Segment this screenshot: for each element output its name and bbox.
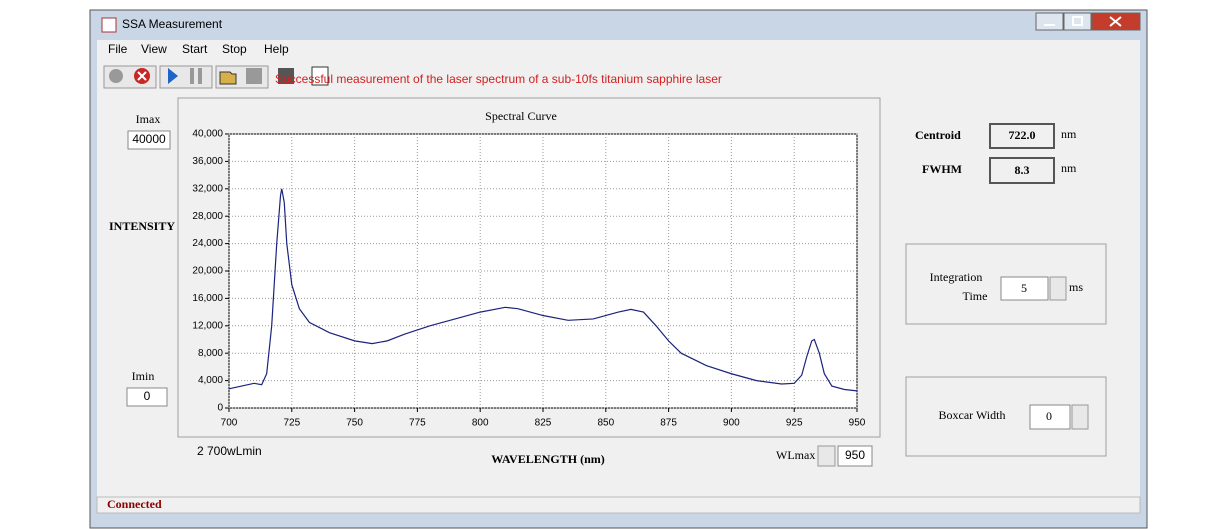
export-button[interactable] bbox=[311, 66, 329, 86]
y-tick-label: 20,000 bbox=[192, 266, 223, 277]
y-tick-label: 12,000 bbox=[192, 320, 223, 331]
y-tick-label: 32,000 bbox=[192, 183, 223, 194]
imin-label: Imin bbox=[132, 369, 155, 383]
x-tick-label: 950 bbox=[849, 418, 866, 429]
centroid-value: 722.0 bbox=[1009, 128, 1036, 142]
pause-button[interactable] bbox=[190, 68, 194, 84]
x-axis-label: WAVELENGTH (nm) bbox=[491, 452, 604, 466]
integration-label-1: Integration bbox=[930, 270, 983, 284]
centroid-box bbox=[989, 123, 1055, 149]
window-controls[interactable] bbox=[1035, 12, 1141, 31]
x-tick-label: 750 bbox=[346, 418, 363, 429]
x-tick-label: 700 bbox=[221, 418, 238, 429]
y-tick-label: 28,000 bbox=[192, 211, 223, 222]
menu-item[interactable]: View bbox=[141, 42, 167, 56]
y-tick-label: 40,000 bbox=[192, 129, 223, 140]
centroid-label: Centroid bbox=[915, 128, 961, 142]
fwhm-value: 8.3 bbox=[1015, 163, 1030, 177]
fwhm-unit: nm bbox=[1061, 161, 1077, 175]
status-text: Connected bbox=[107, 497, 162, 511]
pause-button-bar bbox=[198, 68, 202, 84]
y-tick-label: 8,000 bbox=[198, 348, 223, 359]
y-tick-label: 0 bbox=[217, 403, 223, 414]
x-tick-label: 725 bbox=[283, 418, 300, 429]
x-tick-label: 900 bbox=[723, 418, 740, 429]
boxcar-label: Boxcar Width bbox=[939, 408, 1006, 422]
x-tick-label: 775 bbox=[409, 418, 426, 429]
spectrum-line bbox=[228, 188, 858, 392]
x-tick-label: 800 bbox=[472, 418, 489, 429]
stop-icon bbox=[137, 71, 147, 81]
x-tick-label: 850 bbox=[597, 418, 614, 429]
integration-input[interactable] bbox=[1000, 276, 1049, 301]
app-icon bbox=[101, 17, 117, 33]
imin-value: 0 bbox=[144, 389, 151, 403]
menu-item[interactable]: File bbox=[108, 42, 128, 56]
menu-item[interactable]: Start bbox=[182, 42, 208, 56]
x-tick-label: 925 bbox=[786, 418, 803, 429]
centroid-unit: nm bbox=[1061, 127, 1077, 141]
y-tick-label: 36,000 bbox=[192, 156, 223, 167]
integration-value: 5 bbox=[1021, 281, 1027, 295]
menu-item[interactable]: Help bbox=[264, 42, 289, 56]
y-tick-label: 16,000 bbox=[192, 293, 223, 304]
wlmin-text: 2 700wLmin bbox=[197, 444, 262, 458]
wlmax-value: 950 bbox=[845, 448, 865, 462]
chart: 0 4,000 8,000 12,000 16,000 20,000 24,000 28,00… bbox=[192, 129, 865, 429]
record-button[interactable] bbox=[109, 69, 123, 83]
y-tick-label: 4,000 bbox=[198, 375, 223, 386]
boxcar-spinner[interactable] bbox=[1071, 404, 1089, 430]
chart-title: Spectral Curve bbox=[485, 109, 557, 123]
boxcar-input[interactable] bbox=[1029, 404, 1071, 430]
settings-button[interactable] bbox=[278, 68, 294, 84]
open-button[interactable] bbox=[219, 71, 237, 85]
integration-label-2: Time bbox=[963, 289, 988, 303]
imin-input[interactable] bbox=[126, 387, 168, 407]
menu-item[interactable]: Stop bbox=[222, 42, 247, 56]
plot-area bbox=[228, 133, 858, 409]
imax-value: 40000 bbox=[132, 132, 166, 146]
imax-label: Imax bbox=[136, 112, 161, 126]
status-bar bbox=[96, 496, 1141, 514]
wlmax-label: WLmax bbox=[776, 448, 815, 462]
play-button[interactable] bbox=[168, 68, 178, 84]
menu-bar: File View Start Stop Help bbox=[108, 42, 289, 56]
x-tick-label: 825 bbox=[535, 418, 552, 429]
wlmax-input[interactable] bbox=[837, 445, 873, 467]
fwhm-label: FWHM bbox=[922, 162, 962, 176]
intensity-label: INTENSITY bbox=[109, 219, 175, 233]
x-tick-label: 875 bbox=[660, 418, 677, 429]
caption: Successful measurement of the laser spec… bbox=[275, 72, 722, 86]
boxcar-value: 0 bbox=[1046, 409, 1052, 423]
integration-unit: ms bbox=[1069, 280, 1083, 294]
save-button[interactable] bbox=[246, 68, 262, 84]
imax-input[interactable] bbox=[127, 130, 171, 150]
toolbar bbox=[103, 65, 329, 89]
wlmax-spinner[interactable] bbox=[817, 445, 836, 467]
toolbar-group bbox=[159, 65, 213, 89]
fwhm-box bbox=[989, 157, 1055, 184]
y-tick-label: 24,000 bbox=[192, 238, 223, 249]
window-title: SSA Measurement bbox=[122, 17, 223, 31]
integration-spinner[interactable] bbox=[1049, 276, 1067, 301]
